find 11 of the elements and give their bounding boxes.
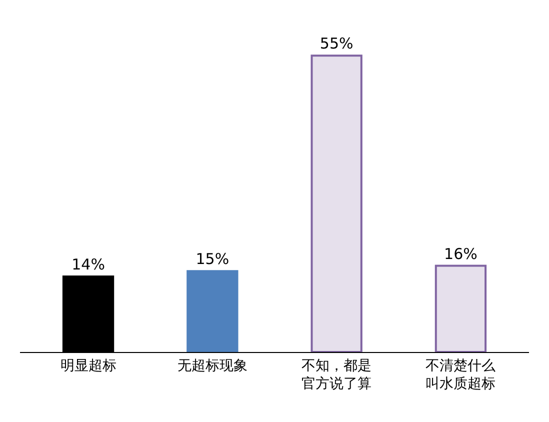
bar — [310, 54, 362, 352]
x-tick-label: 明显超标 — [60, 358, 116, 374]
data-label: 14% — [72, 256, 105, 274]
data-label: 16% — [444, 244, 478, 263]
data-label: 15% — [196, 250, 230, 268]
data-label: 55% — [320, 34, 354, 53]
x-tick-label: 不清楚什么叫水质超标 — [426, 358, 496, 392]
bar — [434, 264, 487, 352]
bar — [186, 270, 238, 352]
x-tick-label: 无超标现象 — [177, 358, 248, 374]
x-tick-label: 不知，都是官方说了算 — [302, 358, 372, 392]
